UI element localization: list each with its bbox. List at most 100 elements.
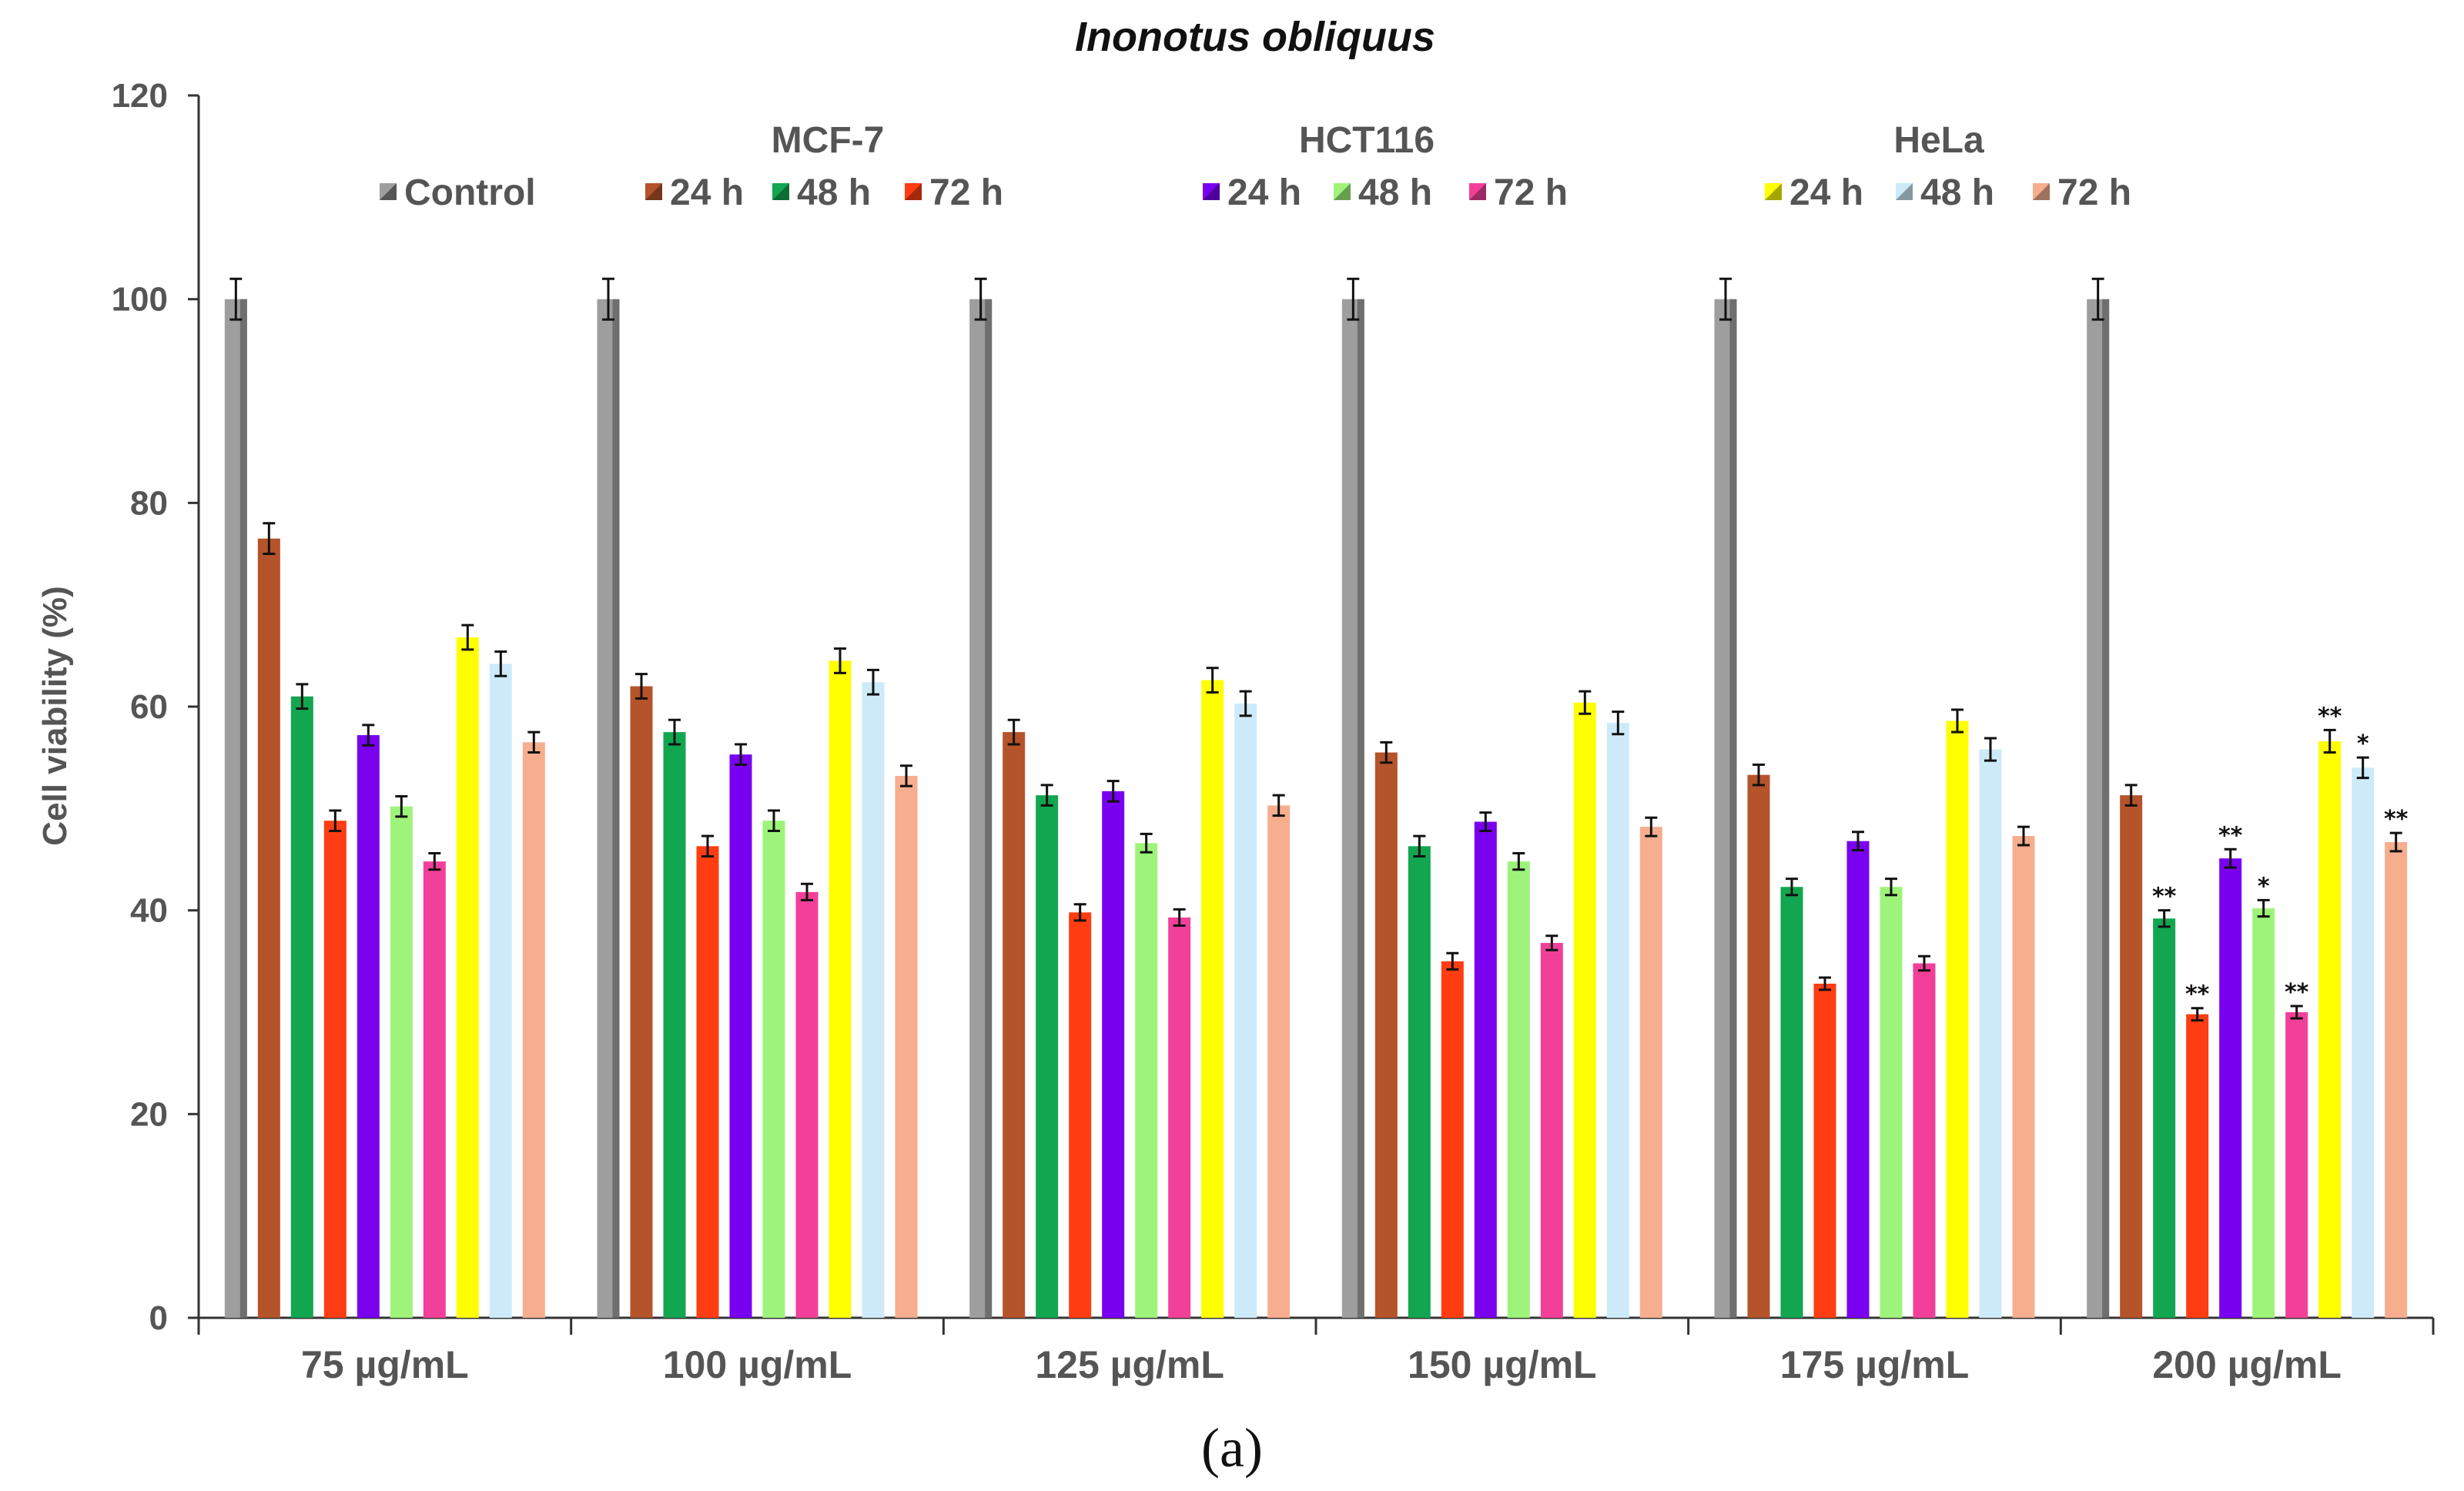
legend-group-title: HeLa bbox=[1893, 120, 1984, 161]
bar bbox=[258, 539, 280, 1318]
significance-mark: * bbox=[2357, 730, 2369, 757]
y-tick-label: 20 bbox=[130, 1095, 168, 1133]
figure-caption: (a) bbox=[1201, 1417, 1263, 1479]
bar bbox=[1781, 887, 1803, 1318]
bar bbox=[1375, 753, 1398, 1318]
bar bbox=[1069, 912, 1091, 1318]
bar bbox=[631, 687, 653, 1318]
x-tick-label: 175 µg/mL bbox=[1780, 1343, 1970, 1386]
bar-shade bbox=[985, 299, 992, 1318]
y-axis-label: Cell viability (%) bbox=[36, 586, 74, 845]
bar bbox=[763, 821, 785, 1318]
bar bbox=[2013, 836, 2035, 1318]
bar bbox=[1508, 861, 1530, 1318]
significance-mark: ** bbox=[2152, 884, 2177, 911]
legend: Control MCF-7 24 h 48 h 72 h HCT116 24 h 48 h 72… bbox=[380, 120, 2131, 213]
bar bbox=[1408, 846, 1431, 1318]
bar bbox=[1475, 822, 1497, 1318]
bar-shade bbox=[1730, 299, 1737, 1318]
bar bbox=[697, 846, 719, 1318]
legend-group-title: HCT116 bbox=[1299, 120, 1435, 161]
y-tick-label: 100 bbox=[112, 281, 168, 319]
bar bbox=[730, 754, 752, 1318]
legend-label: 24 h bbox=[670, 172, 744, 213]
bar bbox=[1913, 963, 1936, 1318]
bar bbox=[1880, 887, 1903, 1318]
legend-label: Control bbox=[404, 172, 536, 213]
legend-label: 48 h bbox=[797, 172, 871, 213]
bar bbox=[457, 637, 479, 1318]
significance-mark: ** bbox=[2318, 703, 2342, 730]
bar bbox=[1102, 791, 1124, 1318]
bar bbox=[1441, 961, 1464, 1318]
y-tick-label: 40 bbox=[130, 892, 168, 930]
bar-shade bbox=[240, 299, 247, 1318]
x-tick-label: 200 µg/mL bbox=[2152, 1343, 2342, 1386]
bar bbox=[1003, 732, 1025, 1318]
bar bbox=[1135, 843, 1157, 1318]
bar bbox=[1640, 827, 1662, 1318]
legend-label: 72 h bbox=[929, 172, 1003, 213]
bar bbox=[2120, 795, 2142, 1318]
bar bbox=[324, 821, 346, 1318]
legend-label: 48 h bbox=[1358, 172, 1432, 213]
bar bbox=[796, 892, 819, 1318]
significance-mark: * bbox=[2258, 873, 2270, 900]
bar bbox=[357, 735, 380, 1318]
bar bbox=[2219, 858, 2241, 1318]
bar bbox=[1748, 775, 1770, 1318]
legend-label: 72 h bbox=[2057, 172, 2131, 213]
bar bbox=[424, 861, 446, 1318]
bar bbox=[2153, 918, 2175, 1318]
y-tick-label: 0 bbox=[149, 1299, 168, 1337]
legend-group-title: MCF-7 bbox=[772, 120, 885, 161]
y-tick-label: 60 bbox=[130, 688, 168, 726]
cell-viability-chart: Inonotus obliquus 0 20 40 60 80 100 120 75 µg/m… bbox=[0, 0, 2464, 1491]
significance-mark: ** bbox=[2218, 822, 2243, 849]
bar bbox=[1036, 795, 1058, 1318]
bar bbox=[1201, 680, 1224, 1318]
bar bbox=[2385, 842, 2407, 1318]
significance-mark: ** bbox=[2185, 981, 2210, 1008]
bar bbox=[1980, 750, 2002, 1318]
x-tick-label: 125 µg/mL bbox=[1035, 1343, 1224, 1386]
y-tick-label: 80 bbox=[130, 484, 168, 522]
bar-shade bbox=[1358, 299, 1364, 1318]
bar bbox=[896, 776, 918, 1318]
significance-mark: ** bbox=[2384, 806, 2409, 833]
bar bbox=[1607, 723, 1629, 1318]
bar bbox=[829, 660, 852, 1318]
chart-title: Inonotus obliquus bbox=[1075, 14, 1435, 60]
bar-shade bbox=[613, 299, 620, 1318]
bar bbox=[1541, 943, 1563, 1318]
bar bbox=[291, 697, 313, 1318]
bar-shade bbox=[2102, 299, 2109, 1318]
legend-label: 24 h bbox=[1227, 172, 1301, 213]
y-tick-label: 120 bbox=[112, 77, 168, 115]
bar bbox=[2252, 908, 2275, 1318]
bar bbox=[390, 807, 413, 1318]
bar bbox=[1234, 704, 1257, 1318]
bar bbox=[490, 664, 512, 1318]
bar bbox=[523, 742, 545, 1318]
legend-label: 48 h bbox=[1920, 172, 1994, 213]
bar bbox=[1947, 721, 1969, 1318]
bar bbox=[664, 732, 686, 1318]
x-tick-label: 100 µg/mL bbox=[663, 1343, 852, 1386]
bar bbox=[2285, 1012, 2308, 1318]
bar bbox=[1814, 984, 1836, 1318]
x-tick-label: 150 µg/mL bbox=[1408, 1343, 1597, 1386]
bar bbox=[1574, 703, 1596, 1318]
bar bbox=[1168, 918, 1190, 1318]
bar bbox=[2186, 1015, 2208, 1318]
legend-label: 72 h bbox=[1494, 172, 1568, 213]
bars: ************** bbox=[225, 279, 2409, 1318]
bar bbox=[1847, 841, 1870, 1318]
significance-mark: ** bbox=[2285, 979, 2309, 1006]
legend-label: 24 h bbox=[1789, 172, 1863, 213]
bar bbox=[1267, 805, 1290, 1318]
bar bbox=[2352, 767, 2374, 1318]
x-tick-label: 75 µg/mL bbox=[301, 1343, 469, 1386]
bar bbox=[2318, 741, 2341, 1318]
bar bbox=[862, 682, 885, 1318]
